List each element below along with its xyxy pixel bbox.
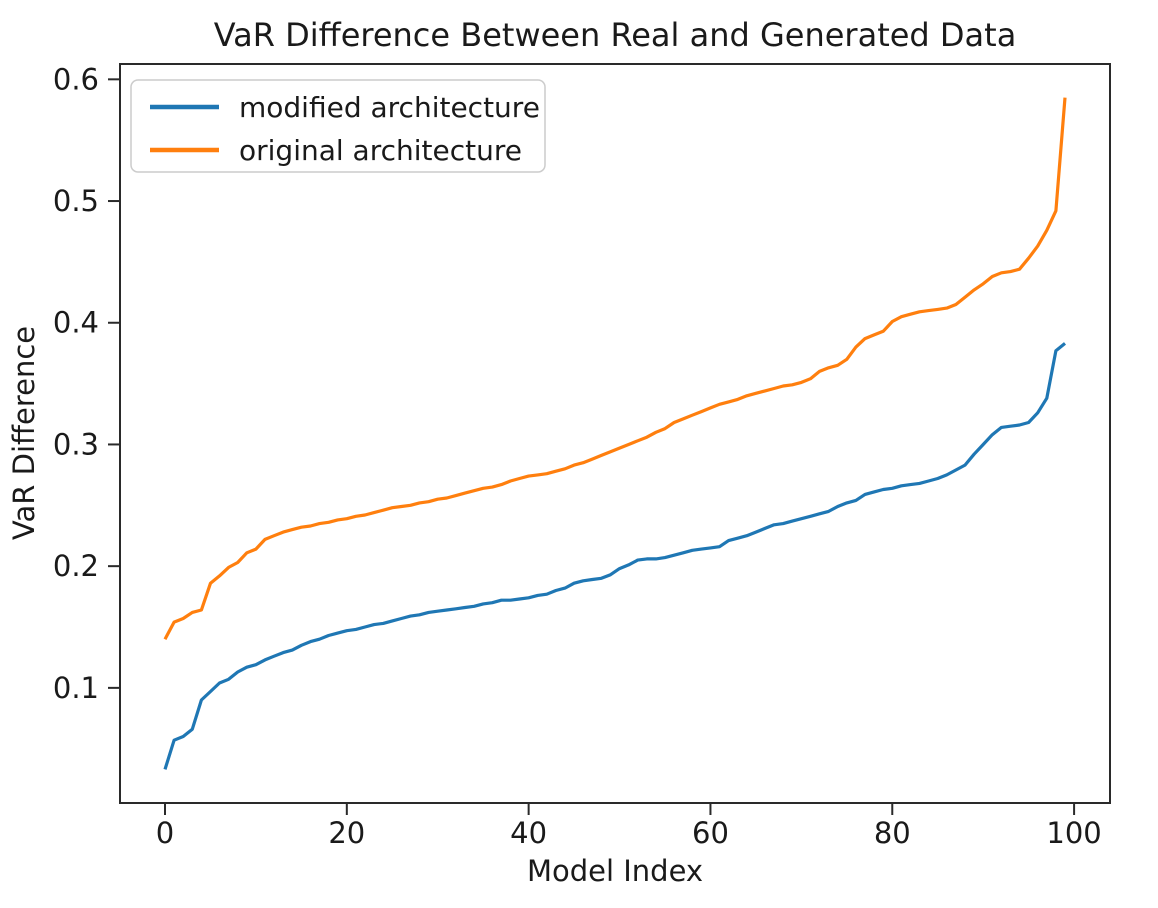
x-tick-label: 20 <box>328 816 365 850</box>
x-axis-label: Model Index <box>527 854 703 888</box>
y-axis-label: VaR Difference <box>7 326 41 540</box>
y-tick-label: 0.6 <box>53 62 99 96</box>
axes-spines <box>119 63 1111 804</box>
y-axis-ticks: 0.1 0.2 0.3 0.4 0.5 0.6 <box>53 62 120 705</box>
y-tick-label: 0.2 <box>53 549 99 583</box>
legend-label-original-architecture: original architecture <box>239 134 522 167</box>
y-tick-label: 0.3 <box>53 427 99 461</box>
plot-lines <box>163 97 1067 770</box>
legend-item-original-architecture: original architecture <box>150 134 522 167</box>
x-tick-label: 80 <box>874 816 911 850</box>
x-tick-label: 100 <box>1046 816 1101 850</box>
legend: modified architecture original architect… <box>130 79 546 173</box>
legend-box <box>130 79 546 173</box>
y-tick-label: 0.1 <box>53 671 99 705</box>
x-tick-label: 0 <box>156 816 174 850</box>
x-tick-label: 40 <box>510 816 547 850</box>
x-axis-ticks: 0 20 40 60 80 100 <box>156 803 1102 850</box>
legend-item-modified-architecture: modified architecture <box>150 91 540 124</box>
chart-title: VaR Difference Between Real and Generate… <box>214 16 1017 54</box>
y-tick-label: 0.5 <box>53 184 99 218</box>
series-line-original-architecture <box>163 97 1067 640</box>
y-tick-label: 0.4 <box>53 306 99 340</box>
series-line-modified-architecture <box>163 342 1067 770</box>
x-tick-label: 60 <box>692 816 729 850</box>
legend-label-modified-architecture: modified architecture <box>239 91 540 124</box>
plot-area <box>120 64 1110 803</box>
